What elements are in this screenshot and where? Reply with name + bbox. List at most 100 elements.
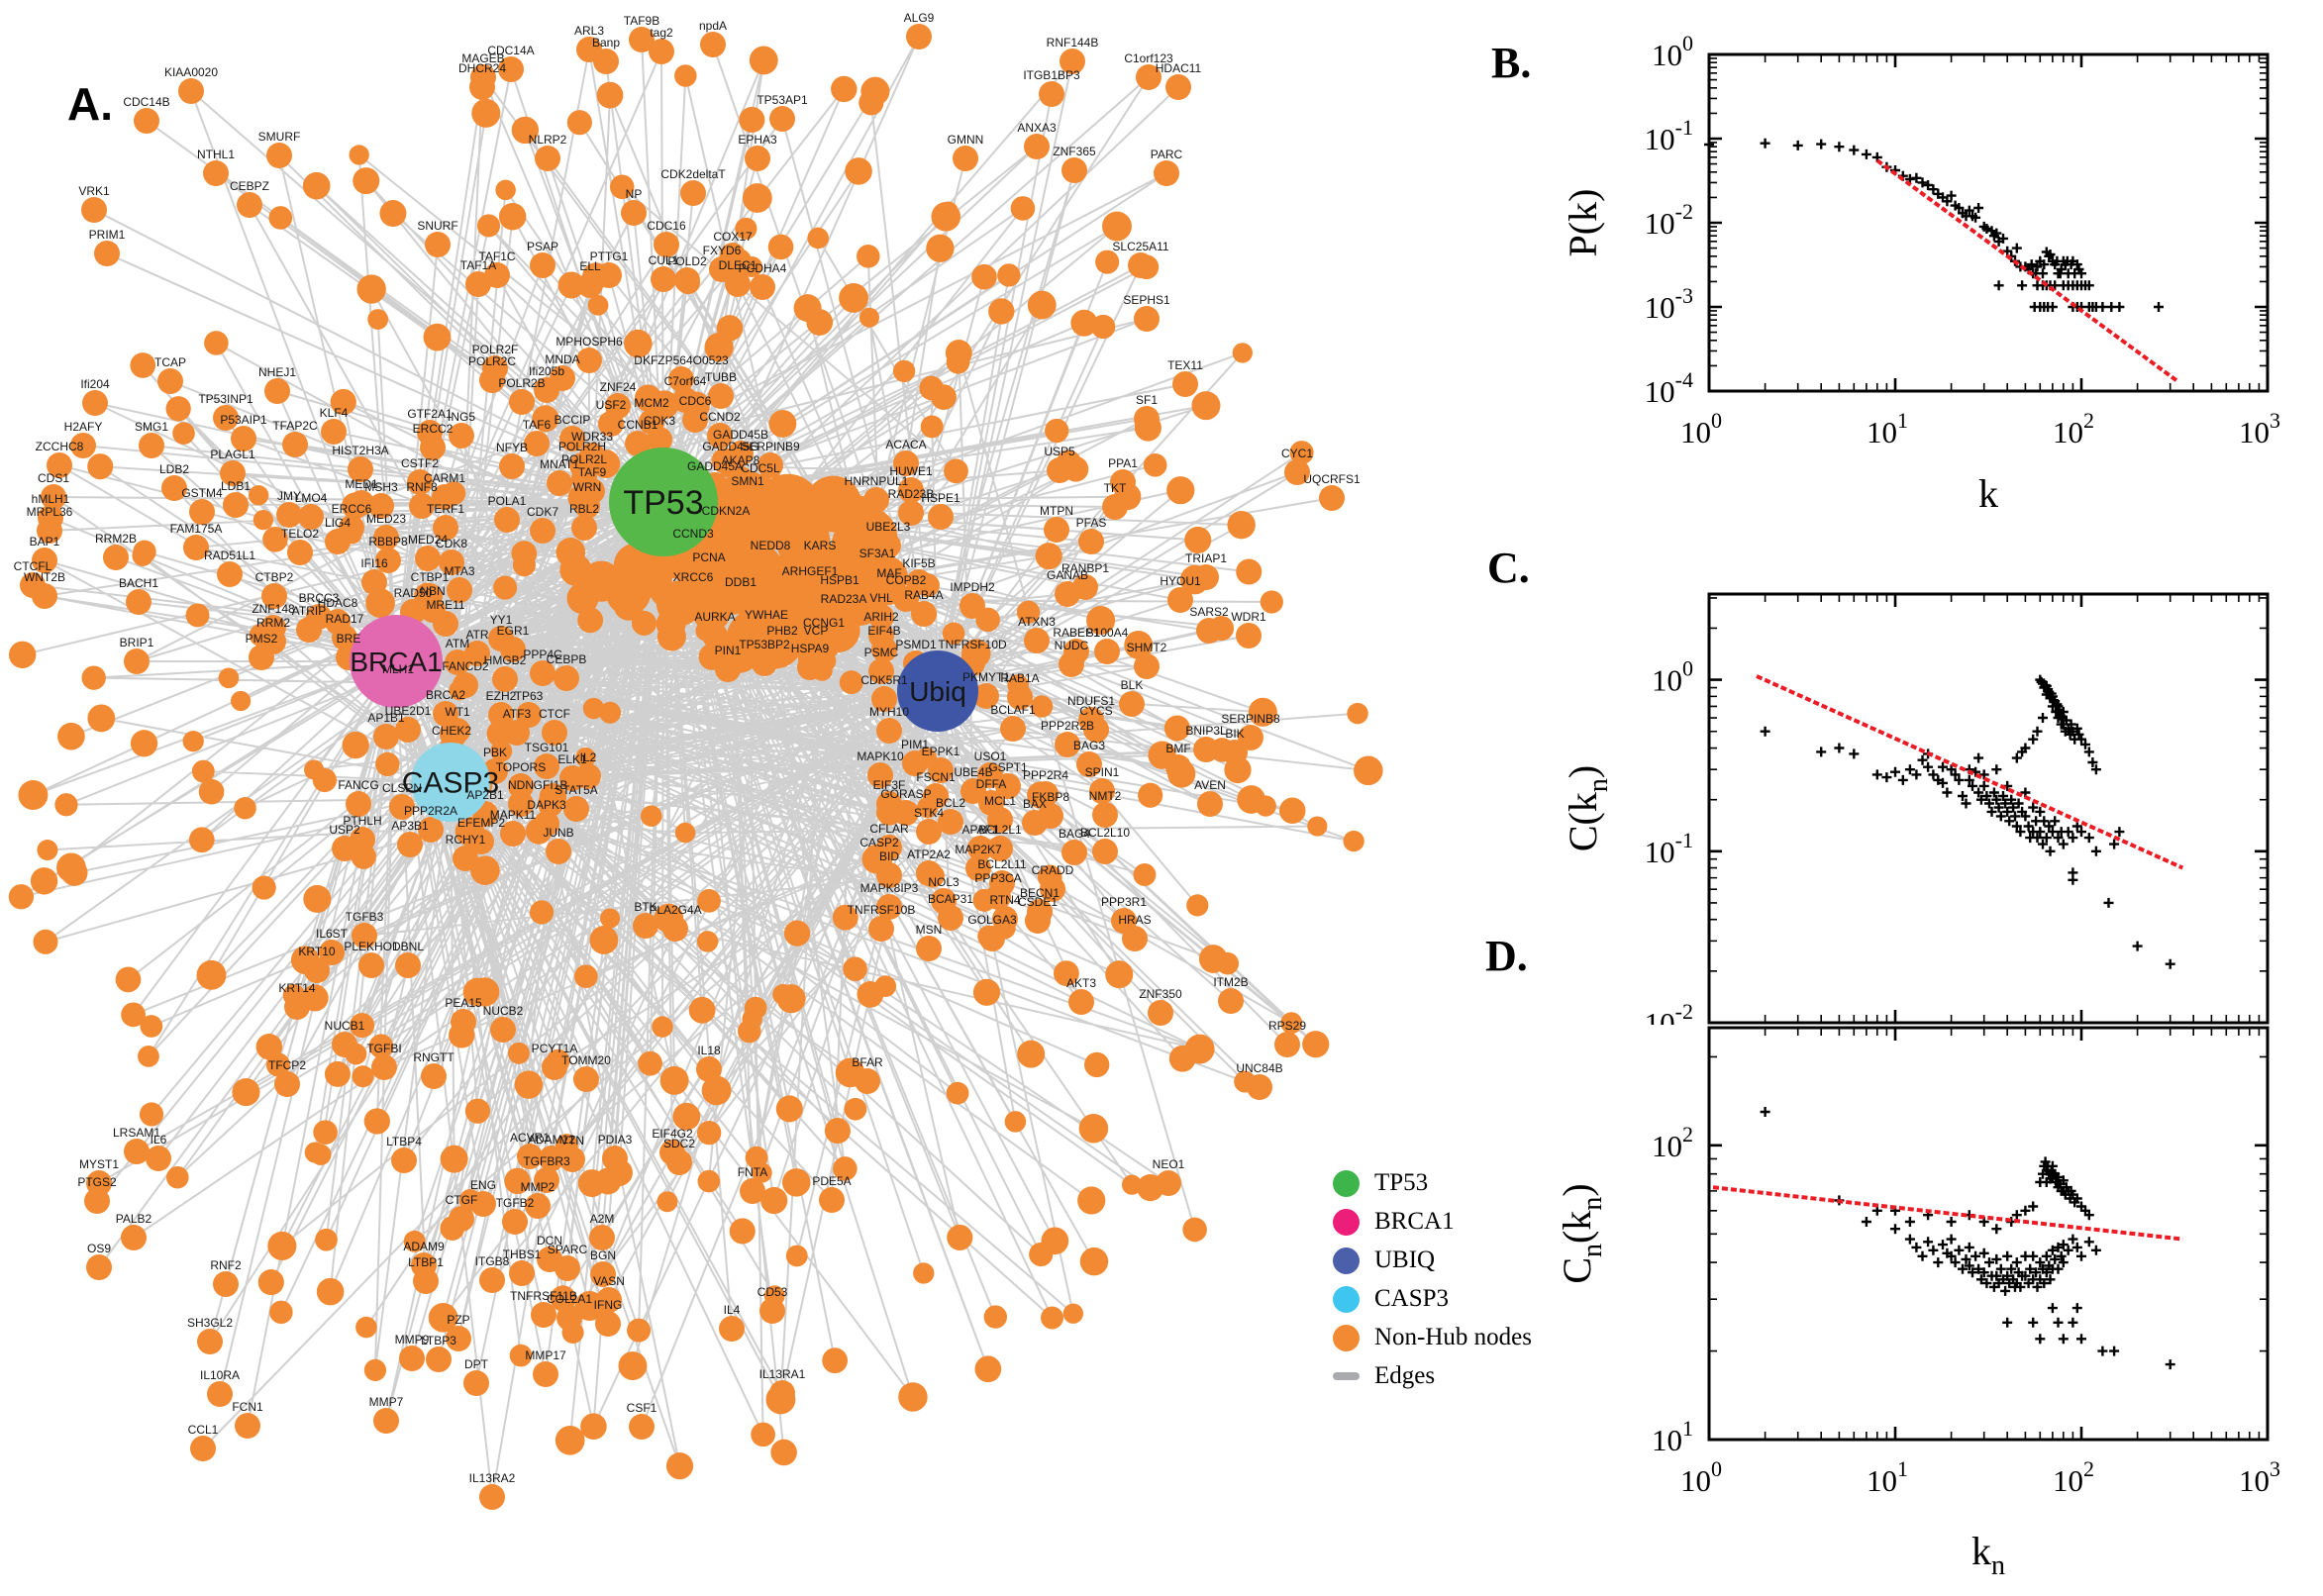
network-node: [504, 720, 530, 746]
network-node: [680, 583, 706, 609]
network-node: [906, 24, 932, 50]
svg-text:ARIH2: ARIH2: [863, 610, 899, 624]
network-node: [274, 1071, 300, 1097]
svg-text:IL18: IL18: [697, 1044, 721, 1057]
svg-text:TOPORS: TOPORS: [496, 760, 546, 774]
y-axis-label: C(kn): [1561, 765, 1614, 851]
svg-text:ITGB1BP3: ITGB1BP3: [1023, 68, 1080, 82]
svg-text:AVEN: AVEN: [1194, 778, 1226, 792]
svg-text:TUBB: TUBB: [705, 370, 737, 384]
legend-item-label: UBIQ: [1374, 1247, 1436, 1273]
network-node: [463, 1370, 489, 1396]
svg-text:FKBP8: FKBP8: [1032, 790, 1069, 804]
svg-text:STAT5A: STAT5A: [555, 783, 598, 797]
svg-text:BECN1: BECN1: [1020, 886, 1060, 900]
svg-text:DBNL: DBNL: [392, 940, 424, 953]
network-node: [124, 1139, 150, 1164]
svg-text:MYST1: MYST1: [79, 1157, 119, 1171]
svg-text:VRK1: VRK1: [78, 184, 110, 198]
svg-text:MAPK8IP3: MAPK8IP3: [860, 881, 919, 895]
svg-text:RAD17: RAD17: [326, 612, 364, 626]
svg-text:MMP7: MMP7: [369, 1395, 404, 1409]
svg-text:TSG101: TSG101: [525, 741, 569, 754]
svg-text:RAD23A: RAD23A: [821, 592, 867, 606]
network-node: [1007, 684, 1033, 710]
svg-text:TP53INP1: TP53INP1: [198, 392, 253, 406]
network-node: [525, 1193, 551, 1219]
hub-label-brca1: BRCA1: [350, 647, 442, 677]
svg-text:GOLGA3: GOLGA3: [967, 913, 1017, 927]
svg-text:SF1: SF1: [1136, 393, 1158, 407]
svg-text:BAG3: BAG3: [1073, 739, 1105, 752]
x-axis-label: k: [1978, 471, 1998, 516]
network-node: [479, 1267, 505, 1293]
legend-item-label: CASP3: [1374, 1285, 1450, 1312]
svg-text:DLEC1: DLEC1: [719, 258, 758, 272]
network-node: [953, 146, 978, 171]
svg-text:TOMM20: TOMM20: [561, 1053, 611, 1067]
network-node: [928, 757, 954, 783]
svg-text:RNF2: RNF2: [210, 1258, 242, 1272]
svg-text:GADD45G: GADD45G: [702, 440, 758, 453]
svg-text:102: 102: [1652, 1122, 1693, 1163]
network-node: [1024, 134, 1050, 159]
network-node: [1122, 926, 1148, 951]
network-node: [534, 377, 559, 403]
y-axis-label: P(k): [1561, 189, 1605, 257]
svg-text:ZNF365: ZNF365: [1053, 145, 1096, 158]
network-node: [183, 535, 209, 560]
svg-text:CSDE1: CSDE1: [1018, 895, 1058, 909]
legend: TP53 BRCA1 UBIQ CASP3 Non-Hub nodes Edges: [1333, 1168, 1532, 1391]
svg-text:PRIM1: PRIM1: [89, 228, 126, 242]
network-node: [530, 660, 556, 686]
network-node: [397, 832, 423, 857]
svg-text:KRT10: KRT10: [298, 945, 335, 958]
network-node: [735, 487, 760, 513]
svg-text:SERPINB8: SERPINB8: [1221, 712, 1280, 726]
legend-item-ubiq: UBIQ: [1333, 1246, 1532, 1275]
network-node: [797, 577, 823, 603]
svg-text:DPT: DPT: [464, 1357, 489, 1371]
svg-text:NEO1: NEO1: [1153, 1157, 1185, 1171]
network-node: [728, 466, 754, 492]
network-node: [965, 855, 991, 881]
hub-node-brca1: [350, 615, 443, 708]
fit-line: [1712, 1185, 2183, 1242]
network-node: [1134, 653, 1160, 679]
network-node: [559, 426, 585, 451]
svg-text:SF3A1: SF3A1: [859, 547, 896, 560]
network-node: [923, 783, 949, 809]
svg-text:PIM1: PIM1: [901, 738, 929, 751]
svg-text:DCN: DCN: [537, 1234, 562, 1247]
network-node: [1172, 371, 1198, 397]
network-node: [266, 143, 292, 168]
svg-text:EPPK1: EPPK1: [922, 745, 960, 758]
network-node: [831, 605, 857, 631]
svg-text:ATF3: ATF3: [503, 707, 532, 721]
legend-item-tp53: TP53: [1333, 1168, 1532, 1198]
svg-text:NOL3: NOL3: [928, 875, 960, 889]
svg-text:EZH2: EZH2: [486, 689, 517, 703]
hub-node-casp3: [411, 743, 490, 822]
svg-text:POLD2: POLD2: [667, 254, 707, 268]
network-node: [916, 819, 942, 845]
network-node: [1274, 1032, 1300, 1057]
network-node: [533, 1361, 558, 1387]
network-node: [373, 724, 399, 749]
svg-text:TAF6: TAF6: [523, 418, 552, 432]
network-node: [502, 1209, 528, 1235]
svg-text:MED24: MED24: [408, 533, 448, 547]
network-node: [530, 518, 556, 544]
network-node: [769, 1380, 795, 1406]
network-node: [445, 649, 470, 675]
svg-text:PALB2: PALB2: [116, 1212, 152, 1226]
svg-text:TEX11: TEX11: [1167, 358, 1203, 372]
svg-text:FSCN1: FSCN1: [916, 770, 956, 784]
network-node: [898, 477, 924, 503]
network-node: [84, 1188, 110, 1214]
svg-text:IFI16: IFI16: [360, 556, 388, 570]
svg-text:EGR1: EGR1: [497, 624, 530, 638]
network-node: [629, 1414, 655, 1440]
